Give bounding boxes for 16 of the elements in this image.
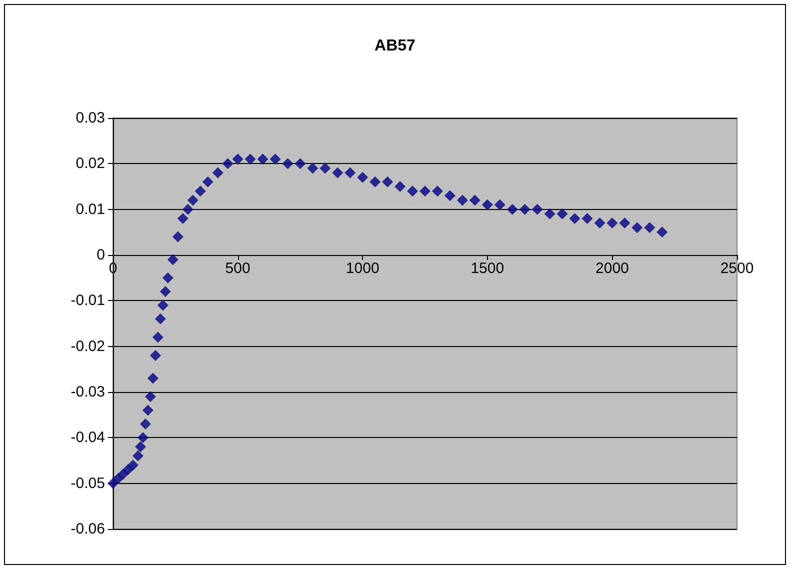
- y-tick-label: -0.02: [70, 338, 105, 355]
- y-tick-label: -0.01: [70, 292, 105, 310]
- y-tick-label: 0: [96, 246, 105, 264]
- x-tick-label: 2000: [596, 260, 629, 277]
- y-tick-label: -0.05: [70, 474, 105, 492]
- x-tick-label: 500: [225, 260, 250, 277]
- y-tick-label: -0.03: [70, 384, 105, 400]
- chart-title: AB57: [374, 38, 416, 54]
- y-tick-label: -0.06: [70, 520, 105, 538]
- x-tick-label: 1500: [470, 260, 504, 277]
- x-tick-label: 1000: [346, 260, 380, 277]
- y-tick-label: -0.04: [70, 429, 105, 446]
- y-tick-label: 0.01: [76, 200, 105, 218]
- y-tick-label: 0.02: [76, 155, 105, 172]
- y-tick-label: 0.03: [76, 110, 105, 126]
- x-tick-label: 2500: [720, 260, 754, 277]
